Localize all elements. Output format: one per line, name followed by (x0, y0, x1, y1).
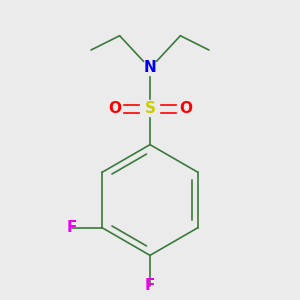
Text: S: S (145, 101, 155, 116)
Text: N: N (144, 60, 156, 75)
Text: O: O (108, 101, 121, 116)
Text: F: F (145, 278, 155, 293)
Text: O: O (179, 101, 192, 116)
Text: F: F (67, 220, 77, 235)
